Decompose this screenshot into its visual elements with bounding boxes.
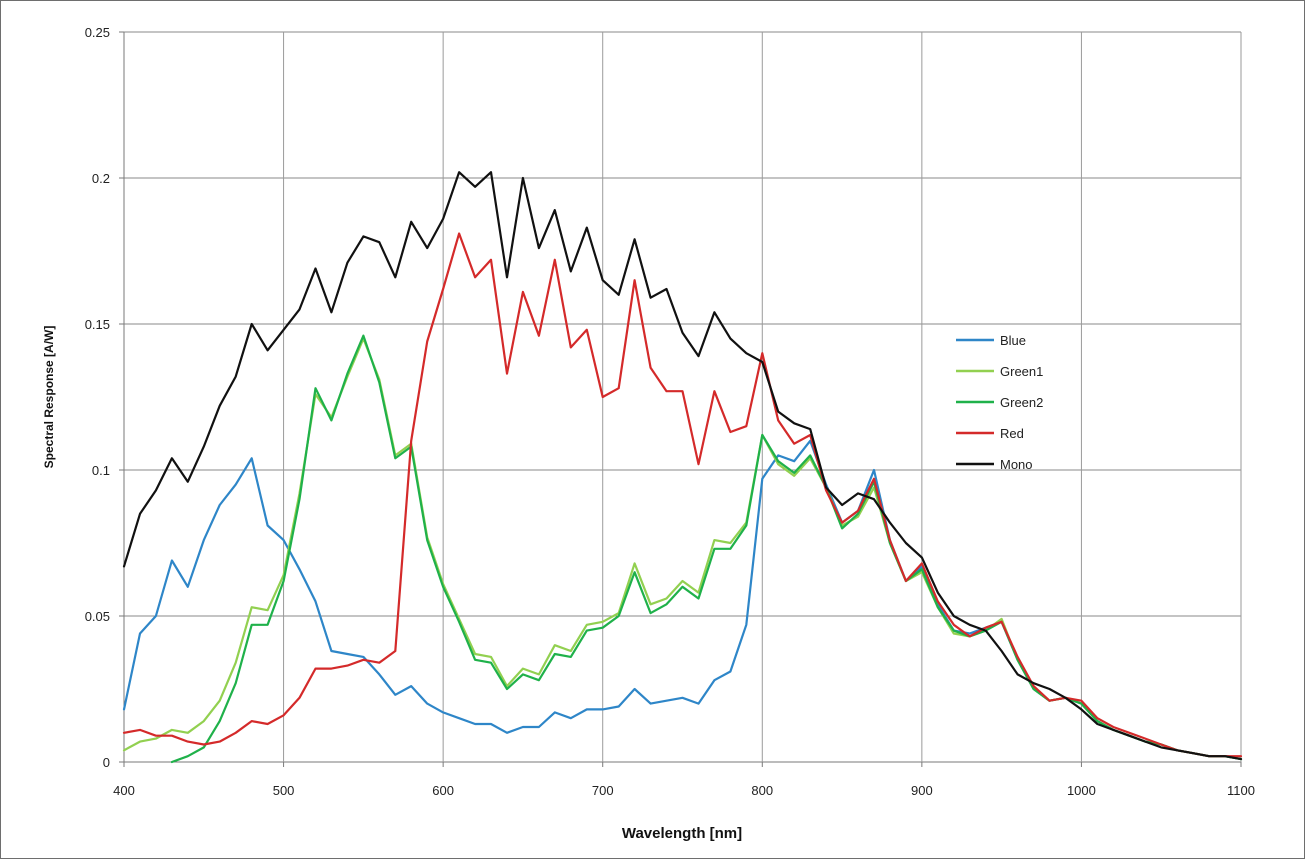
x-tick-label: 500 (273, 783, 295, 798)
x-tick-label: 900 (911, 783, 933, 798)
x-tick-label: 400 (113, 783, 135, 798)
series-line-mono (122, 171, 1243, 761)
x-tick-label: 800 (751, 783, 773, 798)
y-axis-title: Spectral Response [A/W] (42, 326, 56, 469)
legend-label-mono: Mono (1000, 457, 1033, 472)
legend-label-red: Red (1000, 426, 1024, 441)
y-tick-label: 0.25 (85, 25, 110, 40)
x-tick-label: 1000 (1067, 783, 1096, 798)
series-line-blue (122, 439, 1243, 761)
legend-label-blue: Blue (1000, 333, 1026, 348)
legend-label-green2: Green2 (1000, 395, 1043, 410)
tick-labels: 0 0.05 0.1 0.15 0.2 0.25 400 500 600 700 800 900 100… (85, 25, 1255, 798)
x-axis-title: Wavelength [nm] (622, 825, 742, 842)
x-tick-label: 1100 (1227, 783, 1255, 798)
y-tick-label: 0.15 (85, 317, 110, 332)
x-tick-label: 600 (432, 783, 454, 798)
y-tick-label: 0.05 (85, 609, 110, 624)
series-line-red (122, 232, 1243, 758)
y-tick-label: 0.1 (92, 463, 110, 478)
x-tick-label: 700 (592, 783, 614, 798)
legend: Blue Green1 Green2 Red Mono (956, 333, 1043, 472)
legend-label-green1: Green1 (1000, 364, 1043, 379)
series-line-green2 (170, 334, 1243, 764)
series-lines (122, 171, 1243, 764)
y-tick-label: 0 (103, 755, 110, 770)
series-line-green1 (122, 337, 1243, 761)
gridlines (119, 31, 1242, 767)
y-tick-label: 0.2 (92, 171, 110, 186)
